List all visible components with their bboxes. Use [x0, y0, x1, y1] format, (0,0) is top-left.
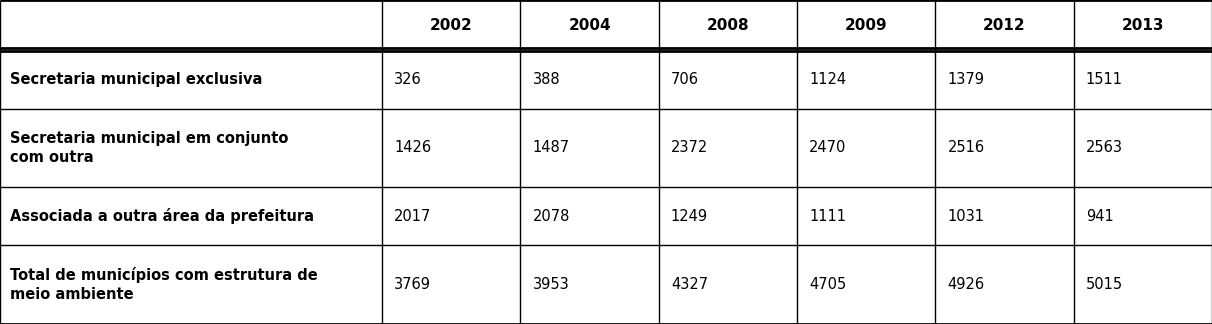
Text: 706: 706	[671, 72, 699, 87]
Text: 2012: 2012	[983, 18, 1025, 33]
Text: 4327: 4327	[671, 277, 708, 292]
Text: 1031: 1031	[948, 209, 984, 224]
Text: 2013: 2013	[1121, 18, 1164, 33]
Text: 2516: 2516	[948, 140, 984, 156]
Text: 4705: 4705	[810, 277, 846, 292]
Text: 1487: 1487	[532, 140, 570, 156]
Text: 1379: 1379	[948, 72, 984, 87]
Text: 1426: 1426	[394, 140, 431, 156]
Text: 2017: 2017	[394, 209, 431, 224]
Text: 1511: 1511	[1086, 72, 1122, 87]
Text: 1111: 1111	[810, 209, 846, 224]
Text: 2470: 2470	[810, 140, 846, 156]
Text: Total de municípios com estrutura de
meio ambiente: Total de municípios com estrutura de mei…	[10, 267, 318, 302]
Text: 2002: 2002	[430, 18, 473, 33]
Text: Secretaria municipal em conjunto
com outra: Secretaria municipal em conjunto com out…	[10, 131, 288, 165]
Text: 3953: 3953	[532, 277, 570, 292]
Text: 2008: 2008	[707, 18, 749, 33]
Text: Secretaria municipal exclusiva: Secretaria municipal exclusiva	[10, 72, 262, 87]
Text: 1124: 1124	[810, 72, 846, 87]
Text: 941: 941	[1086, 209, 1114, 224]
Text: 4926: 4926	[948, 277, 984, 292]
Text: 2004: 2004	[568, 18, 611, 33]
Text: 1249: 1249	[671, 209, 708, 224]
Text: 2009: 2009	[845, 18, 887, 33]
Text: Associada a outra área da prefeitura: Associada a outra área da prefeitura	[10, 208, 314, 224]
Text: 388: 388	[532, 72, 560, 87]
Text: 5015: 5015	[1086, 277, 1124, 292]
Text: 3769: 3769	[394, 277, 431, 292]
Text: 326: 326	[394, 72, 422, 87]
Text: 2372: 2372	[671, 140, 708, 156]
Text: 2078: 2078	[532, 209, 570, 224]
Text: 2563: 2563	[1086, 140, 1122, 156]
